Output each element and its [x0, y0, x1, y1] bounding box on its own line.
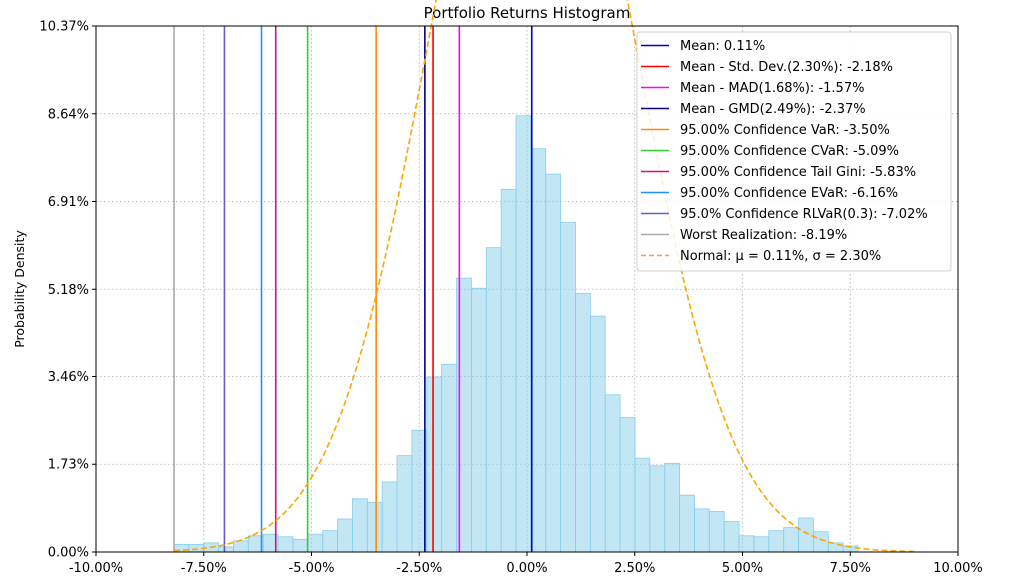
x-tick-label: -2.50% — [396, 561, 442, 576]
histogram-bar — [604, 394, 621, 553]
y-axis-label: Probability Density — [12, 230, 27, 348]
x-tick-label: -7.50% — [181, 561, 227, 576]
histogram-bar — [723, 521, 740, 553]
y-axis-ticks: 0.00% 1.73% 3.46% 5.18% 6.91% 8.64% 10.37% — [39, 20, 96, 561]
histogram-bar — [649, 465, 666, 553]
histogram-bar — [337, 518, 353, 553]
histogram-bar — [277, 536, 294, 553]
histogram-bar — [679, 494, 695, 553]
y-tick-label: 0.00% — [48, 546, 89, 561]
y-tick-label: 6.91% — [48, 195, 89, 210]
histogram-bar — [798, 517, 814, 553]
histogram-bar — [515, 115, 532, 553]
x-tick-label: -5.00% — [289, 561, 335, 576]
legend-label: Worst Realization: -8.19% — [680, 228, 847, 243]
legend-label: 95.00% Confidence VaR: -3.50% — [680, 123, 890, 138]
histogram-bar — [352, 498, 368, 553]
legend-label: 95.00% Confidence EVaR: -6.16% — [680, 186, 898, 201]
histogram-bar — [589, 315, 606, 553]
histogram-bar — [560, 221, 576, 553]
histogram-bar — [471, 287, 487, 553]
histogram-bar — [812, 531, 829, 553]
risk-measure-lines — [173, 26, 533, 552]
x-tick-label: 2.50% — [614, 561, 655, 576]
histogram-bar — [307, 533, 324, 553]
y-tick-label: 10.37% — [39, 20, 89, 35]
histogram-bar — [366, 501, 383, 553]
x-axis-ticks: -10.00% -7.50% -5.00% -2.50% 0.00% 2.50% 5.00%… — [69, 552, 983, 576]
normal-curve-layer — [173, 0, 915, 553]
histogram-bar — [827, 542, 844, 553]
histogram-bar — [708, 511, 725, 553]
legend-label: Mean - Std. Dev.(2.30%): -2.18% — [680, 60, 893, 75]
histogram-bar — [664, 462, 680, 553]
chart-title: Portfolio Returns Histogram — [424, 4, 631, 22]
legend-label: 95.00% Confidence CVaR: -5.09% — [680, 144, 899, 159]
histogram-bar — [619, 417, 636, 553]
legend: Mean: 0.11% Mean - Std. Dev.(2.30%): -2.1… — [636, 31, 952, 272]
legend-label: Mean - GMD(2.49%): -2.37% — [680, 102, 866, 117]
histogram-bar — [426, 376, 443, 553]
histogram-bar — [738, 535, 755, 553]
histogram-bar — [441, 363, 457, 553]
histogram-bar — [381, 481, 398, 553]
histogram-bar — [753, 536, 770, 553]
legend-label: 95.0% Confidence RLVaR(0.3): -7.02% — [680, 207, 928, 222]
x-tick-label: -10.00% — [69, 561, 123, 576]
y-tick-label: 1.73% — [48, 458, 89, 473]
histogram-bar — [233, 540, 249, 553]
legend-label: Mean - MAD(1.68%): -1.57% — [680, 81, 864, 96]
histogram-bar — [218, 546, 234, 553]
histogram-bar — [485, 247, 502, 553]
histogram-bar — [545, 173, 562, 553]
x-tick-label: 7.50% — [830, 561, 871, 576]
x-tick-label: 0.00% — [506, 561, 547, 576]
histogram-bar — [530, 148, 547, 553]
histogram-bar — [575, 292, 591, 553]
legend-label: Normal: μ = 0.11%, σ = 2.30% — [680, 249, 881, 264]
x-tick-label: 5.00% — [722, 561, 763, 576]
y-tick-label: 3.46% — [48, 370, 89, 385]
histogram-bar — [396, 455, 413, 553]
histogram-bar — [292, 538, 309, 553]
legend-box — [636, 31, 952, 272]
y-tick-label: 8.64% — [48, 107, 89, 122]
legend-label: 95.00% Confidence Tail Gini: -5.83% — [680, 165, 916, 180]
legend-label: Mean: 0.11% — [680, 39, 765, 54]
histogram-bar — [322, 530, 338, 553]
histogram-bars — [173, 115, 859, 553]
histogram-bar — [783, 527, 799, 553]
x-tick-label: 10.00% — [933, 561, 983, 576]
histogram-bar — [694, 508, 710, 553]
histogram-bar — [500, 188, 517, 553]
histogram-bar — [634, 457, 651, 553]
normal-curve — [173, 0, 915, 553]
y-tick-label: 5.18% — [48, 283, 89, 298]
histogram-bar — [768, 530, 785, 553]
